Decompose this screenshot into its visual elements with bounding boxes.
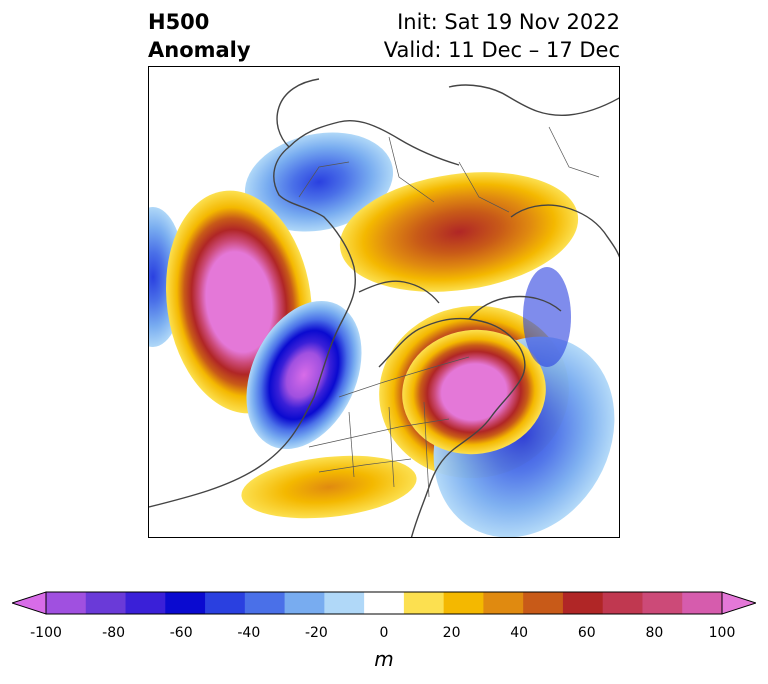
colorbar-segment [244,592,286,614]
borders [298,126,600,498]
colorbar-segment [85,592,127,614]
forecast-times: Init: Sat 19 Nov 2022 Valid: 11 Dec – 17… [384,8,620,64]
colorbar-tick-label: 80 [645,625,664,641]
colorbar-segment [46,592,87,614]
negative-anomaly-atlantic-core [523,267,571,367]
colorbar-tick-label: -80 [102,625,126,641]
map-canvas [149,78,619,537]
valid-time: Valid: 11 Dec – 17 Dec [383,38,620,62]
colorbar-segment [125,592,166,614]
colorbar-frame [45,591,723,615]
positive-anomaly-arctic [339,172,579,292]
colorbar-tick-label: 0 [379,625,389,641]
anomaly-map [148,66,620,538]
colorbar [12,591,756,615]
colorbar-segment [205,592,246,614]
colorbar-tick-label: -60 [169,625,193,641]
anomaly-fill [149,132,615,537]
colorbar-tick-label: 60 [577,625,596,641]
colorbar-segment [682,592,723,614]
colorbar-segment [403,592,445,614]
positive-anomaly-core [402,329,546,455]
colorbar-extend-min-arrow [12,591,47,615]
colorbar-segment [364,592,405,614]
colorbar-tick-label: 20 [442,625,461,641]
colorbar-segment [642,592,683,614]
colorbar-extend-max-arrow [721,591,756,615]
coastlines [149,78,619,537]
colorbar-tick-label: -20 [304,625,328,641]
colorbar-segment [165,592,206,614]
negative-anomaly-siberia [244,132,394,232]
colorbar-tick-label: 100 [708,625,736,641]
title-line-1: H500 [148,10,210,34]
colorbar-segment [523,592,564,614]
colorbar-tick-label: -40 [237,625,261,641]
title-line-2: Anomaly [148,38,251,62]
init-time: Init: Sat 19 Nov 2022 [397,10,620,34]
colorbar-segment [324,592,365,614]
colorbar-segment [562,592,604,614]
colorbar-segment [443,592,484,614]
colorbar-tick-label: 40 [510,625,529,641]
negative-anomaly-pacific-northwest [246,300,362,450]
colorbar-segment [284,592,325,614]
colorbar-segment [602,592,643,614]
colorbar-tick-label: -100 [30,625,62,641]
positive-anomaly-southern-us [241,455,417,519]
colorbar-unit-label: m [374,647,394,671]
map-title: H500 Anomaly [148,8,251,64]
colorbar-segment [483,592,524,614]
